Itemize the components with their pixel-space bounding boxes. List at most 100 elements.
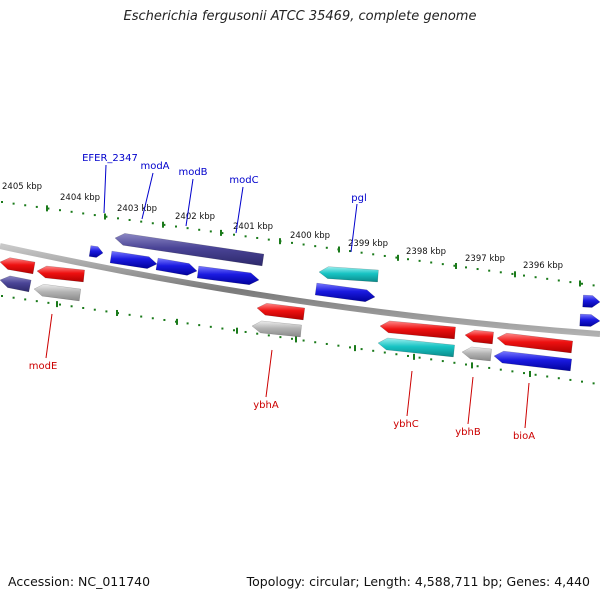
upper-track-dot bbox=[198, 228, 201, 231]
label-leader-line bbox=[467, 376, 474, 425]
gene-bioa bbox=[496, 332, 573, 354]
label-leader-line bbox=[406, 370, 413, 417]
lower-track-major-tick bbox=[236, 327, 238, 334]
kbp-label: 2399 kbp bbox=[348, 239, 388, 249]
gene-ybha-gray bbox=[251, 320, 302, 338]
lower-track-dot bbox=[186, 322, 189, 325]
gene-labels: EFER_2347 modA modB modC pgl modE ybhA y… bbox=[29, 153, 535, 442]
upper-track-dot bbox=[186, 227, 189, 230]
gene-mode-gray bbox=[33, 283, 82, 302]
lower-track-major-tick bbox=[354, 345, 356, 352]
genome-backbone bbox=[0, 243, 600, 337]
lower-track-dot bbox=[569, 378, 572, 381]
lower-track-dot bbox=[105, 310, 108, 313]
kbp-label: 2404 kbp bbox=[60, 193, 100, 203]
lower-track-dot bbox=[35, 300, 38, 303]
kbp-label: 2401 kbp bbox=[233, 222, 273, 232]
gene-label-ybhb: ybhB bbox=[455, 427, 481, 438]
kbp-label: 2402 kbp bbox=[175, 212, 215, 222]
accession-text: Accession: NC_011740 bbox=[8, 574, 151, 589]
lower-track-major-tick bbox=[116, 309, 118, 316]
label-leader-line bbox=[350, 203, 358, 253]
upper-track-major-tick bbox=[514, 271, 516, 278]
lower-track-major-tick bbox=[471, 362, 473, 369]
upper-track-dot bbox=[465, 266, 467, 269]
kbp-label: 2397 kbp bbox=[465, 254, 505, 264]
lower-track-dot bbox=[395, 353, 398, 356]
kbp-label: 2403 kbp bbox=[117, 204, 157, 214]
upper-track-dot bbox=[302, 243, 305, 246]
upper-tick-track bbox=[1, 201, 595, 287]
upper-track-dot bbox=[59, 209, 61, 212]
upper-track-dot bbox=[1, 201, 3, 203]
upper-track-major-tick bbox=[579, 280, 581, 287]
map-title: Escherichia fergusonii ATCC 35469, compl… bbox=[123, 9, 477, 24]
lower-track-dot bbox=[163, 318, 166, 321]
upper-track-major-tick bbox=[220, 229, 222, 236]
lower-track-dot bbox=[256, 332, 259, 335]
gene-left-edge-navy bbox=[0, 275, 32, 293]
lower-track-dot bbox=[209, 325, 212, 328]
upper-track-dot bbox=[93, 214, 96, 217]
gene-ybhb-gray bbox=[461, 346, 492, 362]
gene-pgl bbox=[314, 282, 376, 302]
lower-track-dot bbox=[70, 305, 73, 308]
lower-track-dot bbox=[523, 372, 525, 375]
lower-track-major-tick bbox=[413, 353, 415, 360]
lower-track-dot bbox=[314, 341, 317, 344]
upper-track-dot bbox=[105, 215, 108, 218]
upper-track-dot bbox=[117, 217, 119, 220]
lower-track-dot bbox=[267, 334, 270, 337]
label-leaders bbox=[45, 164, 530, 429]
lower-track-dot bbox=[140, 315, 143, 318]
upper-track-dot bbox=[441, 263, 444, 266]
lower-track-dot bbox=[128, 313, 131, 316]
lower-track-dot bbox=[24, 298, 27, 301]
lower-track-dot bbox=[441, 360, 444, 363]
upper-track-dot bbox=[476, 268, 479, 271]
gene-label-ybhc: ybhC bbox=[393, 419, 419, 430]
lower-track-major-tick bbox=[295, 336, 297, 343]
upper-track-dot bbox=[24, 204, 27, 207]
lower-track-dot bbox=[534, 373, 537, 376]
gene-modb bbox=[155, 257, 198, 276]
label-leader-line bbox=[524, 382, 530, 429]
upper-track-dot bbox=[511, 272, 514, 275]
upper-track-dot bbox=[395, 256, 398, 259]
upper-track-dot bbox=[499, 271, 502, 274]
upper-track-dot bbox=[372, 253, 375, 256]
lower-track-dot bbox=[82, 306, 85, 309]
gene-ybhc bbox=[379, 320, 456, 340]
upper-track-dot bbox=[163, 223, 166, 226]
upper-track-dot bbox=[325, 246, 328, 249]
gene-label-efer2347: EFER_2347 bbox=[82, 153, 138, 164]
upper-track-dot bbox=[70, 210, 73, 213]
label-leader-line bbox=[141, 172, 154, 220]
label-leader-line bbox=[103, 164, 107, 214]
upper-track-major-tick bbox=[397, 254, 399, 261]
lower-track-dot bbox=[59, 303, 61, 306]
lower-track-dot bbox=[383, 351, 386, 354]
upper-track-major-tick bbox=[338, 246, 340, 253]
kbp-label: 2405 kbp bbox=[2, 182, 42, 192]
lower-track-dot bbox=[233, 329, 235, 332]
upper-track-dot bbox=[569, 281, 572, 284]
lower-track-dot bbox=[279, 336, 282, 339]
upper-track-dot bbox=[407, 258, 409, 261]
gene-moda bbox=[109, 250, 158, 269]
lower-track-dot bbox=[93, 308, 96, 311]
upper-track-dot bbox=[175, 225, 177, 228]
lower-track-dot bbox=[407, 354, 409, 357]
lower-track-dot bbox=[221, 327, 224, 330]
upper-track-dot bbox=[349, 250, 351, 253]
upper-track-dot bbox=[488, 269, 491, 272]
upper-track-dot bbox=[47, 207, 50, 210]
upper-track-dot bbox=[209, 230, 212, 233]
upper-track-dot bbox=[151, 222, 154, 225]
gene-pgl-cyan bbox=[318, 266, 379, 283]
gene-mode bbox=[36, 265, 85, 283]
gene-features bbox=[0, 233, 600, 372]
lower-track-dot bbox=[418, 356, 421, 359]
gene-label-pgl: pgl bbox=[351, 193, 366, 204]
